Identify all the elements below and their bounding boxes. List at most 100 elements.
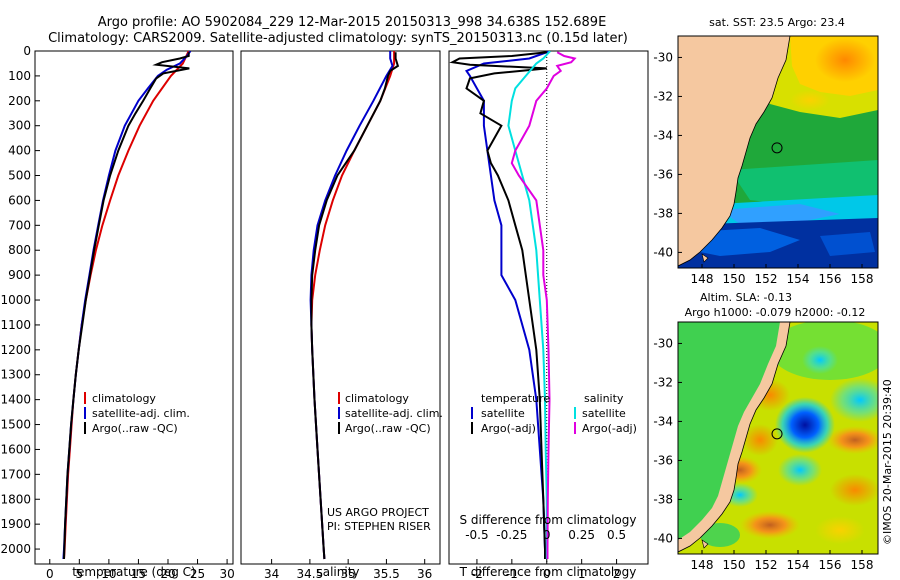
sst-map-xtick-label: 156	[819, 272, 842, 286]
depth-ytick-label: 700	[8, 218, 31, 232]
depth-ytick-label: 0	[23, 44, 31, 58]
sla-map-xtick-label: 150	[723, 558, 746, 572]
temperature-legend: climatology satellite-adj. clim. Argo(..…	[84, 392, 190, 435]
difference-xtick-label: 2	[613, 567, 621, 580]
difference-xtick-label: -1	[506, 567, 518, 580]
difference-legend-temperature: temperature	[481, 392, 550, 405]
sla-map-image	[678, 322, 878, 554]
depth-ytick-label: 1100	[0, 318, 31, 332]
difference-legend: temperature salinity satellite Argo(-adj…	[471, 392, 637, 435]
depth-ytick-label: 1500	[0, 418, 31, 432]
depth-ytick-label: 300	[8, 119, 31, 133]
figure-title-line2: Climatology: CARS2009. Satellite-adjuste…	[48, 31, 628, 46]
difference-s-tick-label: 0.5	[607, 528, 626, 542]
depth-ytick-label: 1300	[0, 368, 31, 382]
depth-ytick-label: 900	[8, 268, 31, 282]
salinity-series-argo-raw-qc-	[310, 52, 400, 560]
salinity-xtick-label: 35	[341, 567, 356, 580]
difference-series-temperature-argo-adj-	[449, 51, 547, 559]
depth-ytick-label: 200	[8, 94, 31, 108]
sla-map-ytick-label: -36	[653, 453, 673, 467]
difference-s-tick-label: -0.5	[465, 528, 488, 542]
difference-s-tick-label: 0.25	[568, 528, 595, 542]
difference-xtick-label: 0	[543, 567, 551, 580]
sst-map-xtick-label: 152	[755, 272, 778, 286]
depth-ytick-label: 1000	[0, 293, 31, 307]
sla-map-ytick-label: -34	[653, 414, 673, 428]
difference-panel: -2 -1 0 1 2 T difference from climatology S …	[448, 50, 649, 580]
difference-series-temperature-satellite	[464, 51, 551, 559]
depth-ytick-label: 1200	[0, 343, 31, 357]
salinity-xtick-label: 34.5	[297, 567, 324, 580]
temperature-xlabel: temperature (deg C)	[72, 565, 195, 579]
difference-xtick-label: -2	[471, 567, 483, 580]
depth-ytick-label: 600	[8, 193, 31, 207]
difference-xlabel-t: T difference from climatology	[459, 565, 637, 579]
salinity-annotation-pi: PI: STEPHEN RISER	[327, 520, 431, 533]
depth-ytick-label: 1900	[0, 517, 31, 531]
difference-legend-salinity: salinity	[584, 392, 624, 405]
sst-map-ytick-label: -36	[653, 167, 673, 181]
difference-legend-t-argo: Argo(-adj)	[481, 422, 536, 435]
temperature-legend-climatology: climatology	[92, 392, 156, 405]
temperature-panel: 0 100 200 300 400 500 600 700 800 900 1000 1100 1200…	[0, 44, 234, 580]
salinity-panel: 34 34.5 35 35.5 36 salinity climatology sate…	[240, 50, 443, 580]
difference-s-tick-label: 0	[543, 528, 551, 542]
sst-map-ytick-label: -40	[653, 245, 673, 259]
depth-ytick-label: 800	[8, 243, 31, 257]
temperature-axes-box	[34, 50, 234, 565]
salinity-legend-satellite: satellite-adj. clim.	[345, 407, 443, 420]
depth-ytick-label: 100	[8, 69, 31, 83]
depth-ytick-label: 1700	[0, 467, 31, 481]
depth-ytick-label: 1600	[0, 442, 31, 456]
sla-map-argo-marker	[771, 428, 783, 440]
salinity-xtick-label: 34	[264, 567, 279, 580]
salinity-annotation-project: US ARGO PROJECT	[327, 506, 429, 519]
depth-ytick-label: 2000	[0, 542, 31, 556]
sst-map-title: sat. SST: 23.5 Argo: 23.4	[709, 16, 845, 29]
salinity-legend: climatology satellite-adj. clim. Argo(..…	[338, 392, 443, 435]
temperature-xtick-label: 5	[76, 567, 84, 580]
sst-map-frame	[677, 35, 879, 269]
sla-map-xtick-label: 148	[691, 558, 714, 572]
sla-map-ytick-label: -40	[653, 531, 673, 545]
sla-map-ytick-label: -38	[653, 492, 673, 506]
sla-map-xtick-label: 154	[787, 558, 810, 572]
salinity-xlabel: salinity	[316, 565, 359, 579]
sst-map-land	[678, 36, 791, 267]
sst-map-ytick-label: -34	[653, 128, 673, 142]
salinity-xtick-label: 35.5	[373, 567, 400, 580]
depth-ytick-label: 1400	[0, 393, 31, 407]
depth-ytick-label: 500	[8, 169, 31, 183]
depth-ytick-label: 1800	[0, 492, 31, 506]
salinity-legend-climatology: climatology	[345, 392, 409, 405]
temperature-legend-argo: Argo(..raw -QC)	[92, 422, 178, 435]
sla-map-xtick-label: 152	[755, 558, 778, 572]
sla-map-title: Altim. SLA: -0.13	[700, 291, 792, 304]
temperature-legend-satellite: satellite-adj. clim.	[92, 407, 190, 420]
sla-map-ytick-label: -30	[653, 336, 673, 350]
depth-ytick-label: 400	[8, 144, 31, 158]
difference-xtick-label: 1	[578, 567, 586, 580]
temperature-xtick-label: 20	[160, 567, 175, 580]
difference-series-salinity-argo-adj-	[510, 51, 577, 559]
credit-text: ©IMOS 20-Mar-2015 20:39:40	[881, 379, 894, 545]
sst-map-ytick-label: -38	[653, 206, 673, 220]
sst-map-xtick-label: 158	[851, 272, 874, 286]
sst-map-xtick-label: 150	[723, 272, 746, 286]
salinity-axes-box	[240, 50, 441, 565]
sla-map-xtick-label: 158	[851, 558, 874, 572]
sla-map-subtitle: Argo h1000: -0.079 h2000: -0.12	[685, 306, 866, 319]
salinity-legend-argo: Argo(..raw -QC)	[345, 422, 431, 435]
sla-map-ytick-label: -32	[653, 375, 673, 389]
difference-legend-s-argo: Argo(-adj)	[582, 422, 637, 435]
salinity-xtick-label: 36	[417, 567, 432, 580]
sst-map-xtick-label: 148	[691, 272, 714, 286]
sst-map-ytick-label: -30	[653, 50, 673, 64]
sla-map-panel: Altim. SLA: -0.13 Argo h1000: -0.079 h20…	[653, 291, 879, 572]
sst-map-xtick-label: 154	[787, 272, 810, 286]
difference-series-salinity-satellite	[507, 51, 551, 559]
sst-map-image	[678, 36, 878, 268]
temperature-series-argo-raw-qc-	[63, 52, 190, 560]
temperature-xtick-label: 10	[101, 567, 116, 580]
